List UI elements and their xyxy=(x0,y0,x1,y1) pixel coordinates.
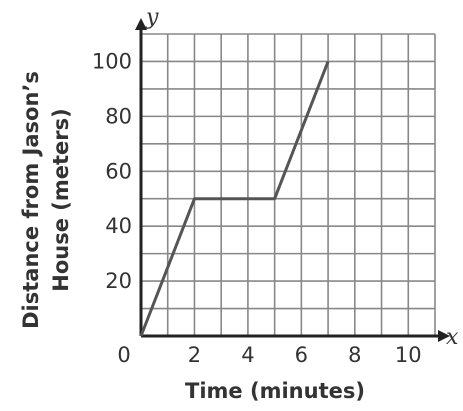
y-tick-label-4: 100 xyxy=(92,49,132,73)
axes xyxy=(135,18,450,342)
y-tick-label-1: 40 xyxy=(105,214,132,238)
series-group xyxy=(139,60,330,337)
x-tick-label-0: 2 xyxy=(188,343,201,367)
y-axis-letter: y xyxy=(145,5,159,30)
y-axis-title-line-1: Distance from Jason’s xyxy=(19,71,43,329)
x-tick-label-3: 8 xyxy=(348,343,361,367)
x-tick-label-2: 6 xyxy=(295,343,308,367)
y-tick-label-3: 80 xyxy=(105,104,132,128)
series-line-0 xyxy=(139,60,330,337)
y-axis-title: Distance from Jason’s House (meters) xyxy=(19,71,73,329)
tick-labels: 2 4 6 8 10 20 40 60 80 100 xyxy=(92,49,422,367)
x-axis-title: Time (minutes) xyxy=(185,379,365,403)
y-tick-label-2: 60 xyxy=(105,159,132,183)
x-axis-letter: x xyxy=(446,325,459,350)
x-axis-arrow xyxy=(438,330,450,342)
x-tick-label-4: 10 xyxy=(395,343,422,367)
x-tick-label-1: 4 xyxy=(241,343,254,367)
y-axis-title-line-2: House (meters) xyxy=(49,108,73,291)
y-tick-label-0: 20 xyxy=(105,269,132,293)
grid xyxy=(140,33,436,337)
origin-label: 0 xyxy=(117,343,130,367)
y-axis-arrow xyxy=(135,18,147,30)
